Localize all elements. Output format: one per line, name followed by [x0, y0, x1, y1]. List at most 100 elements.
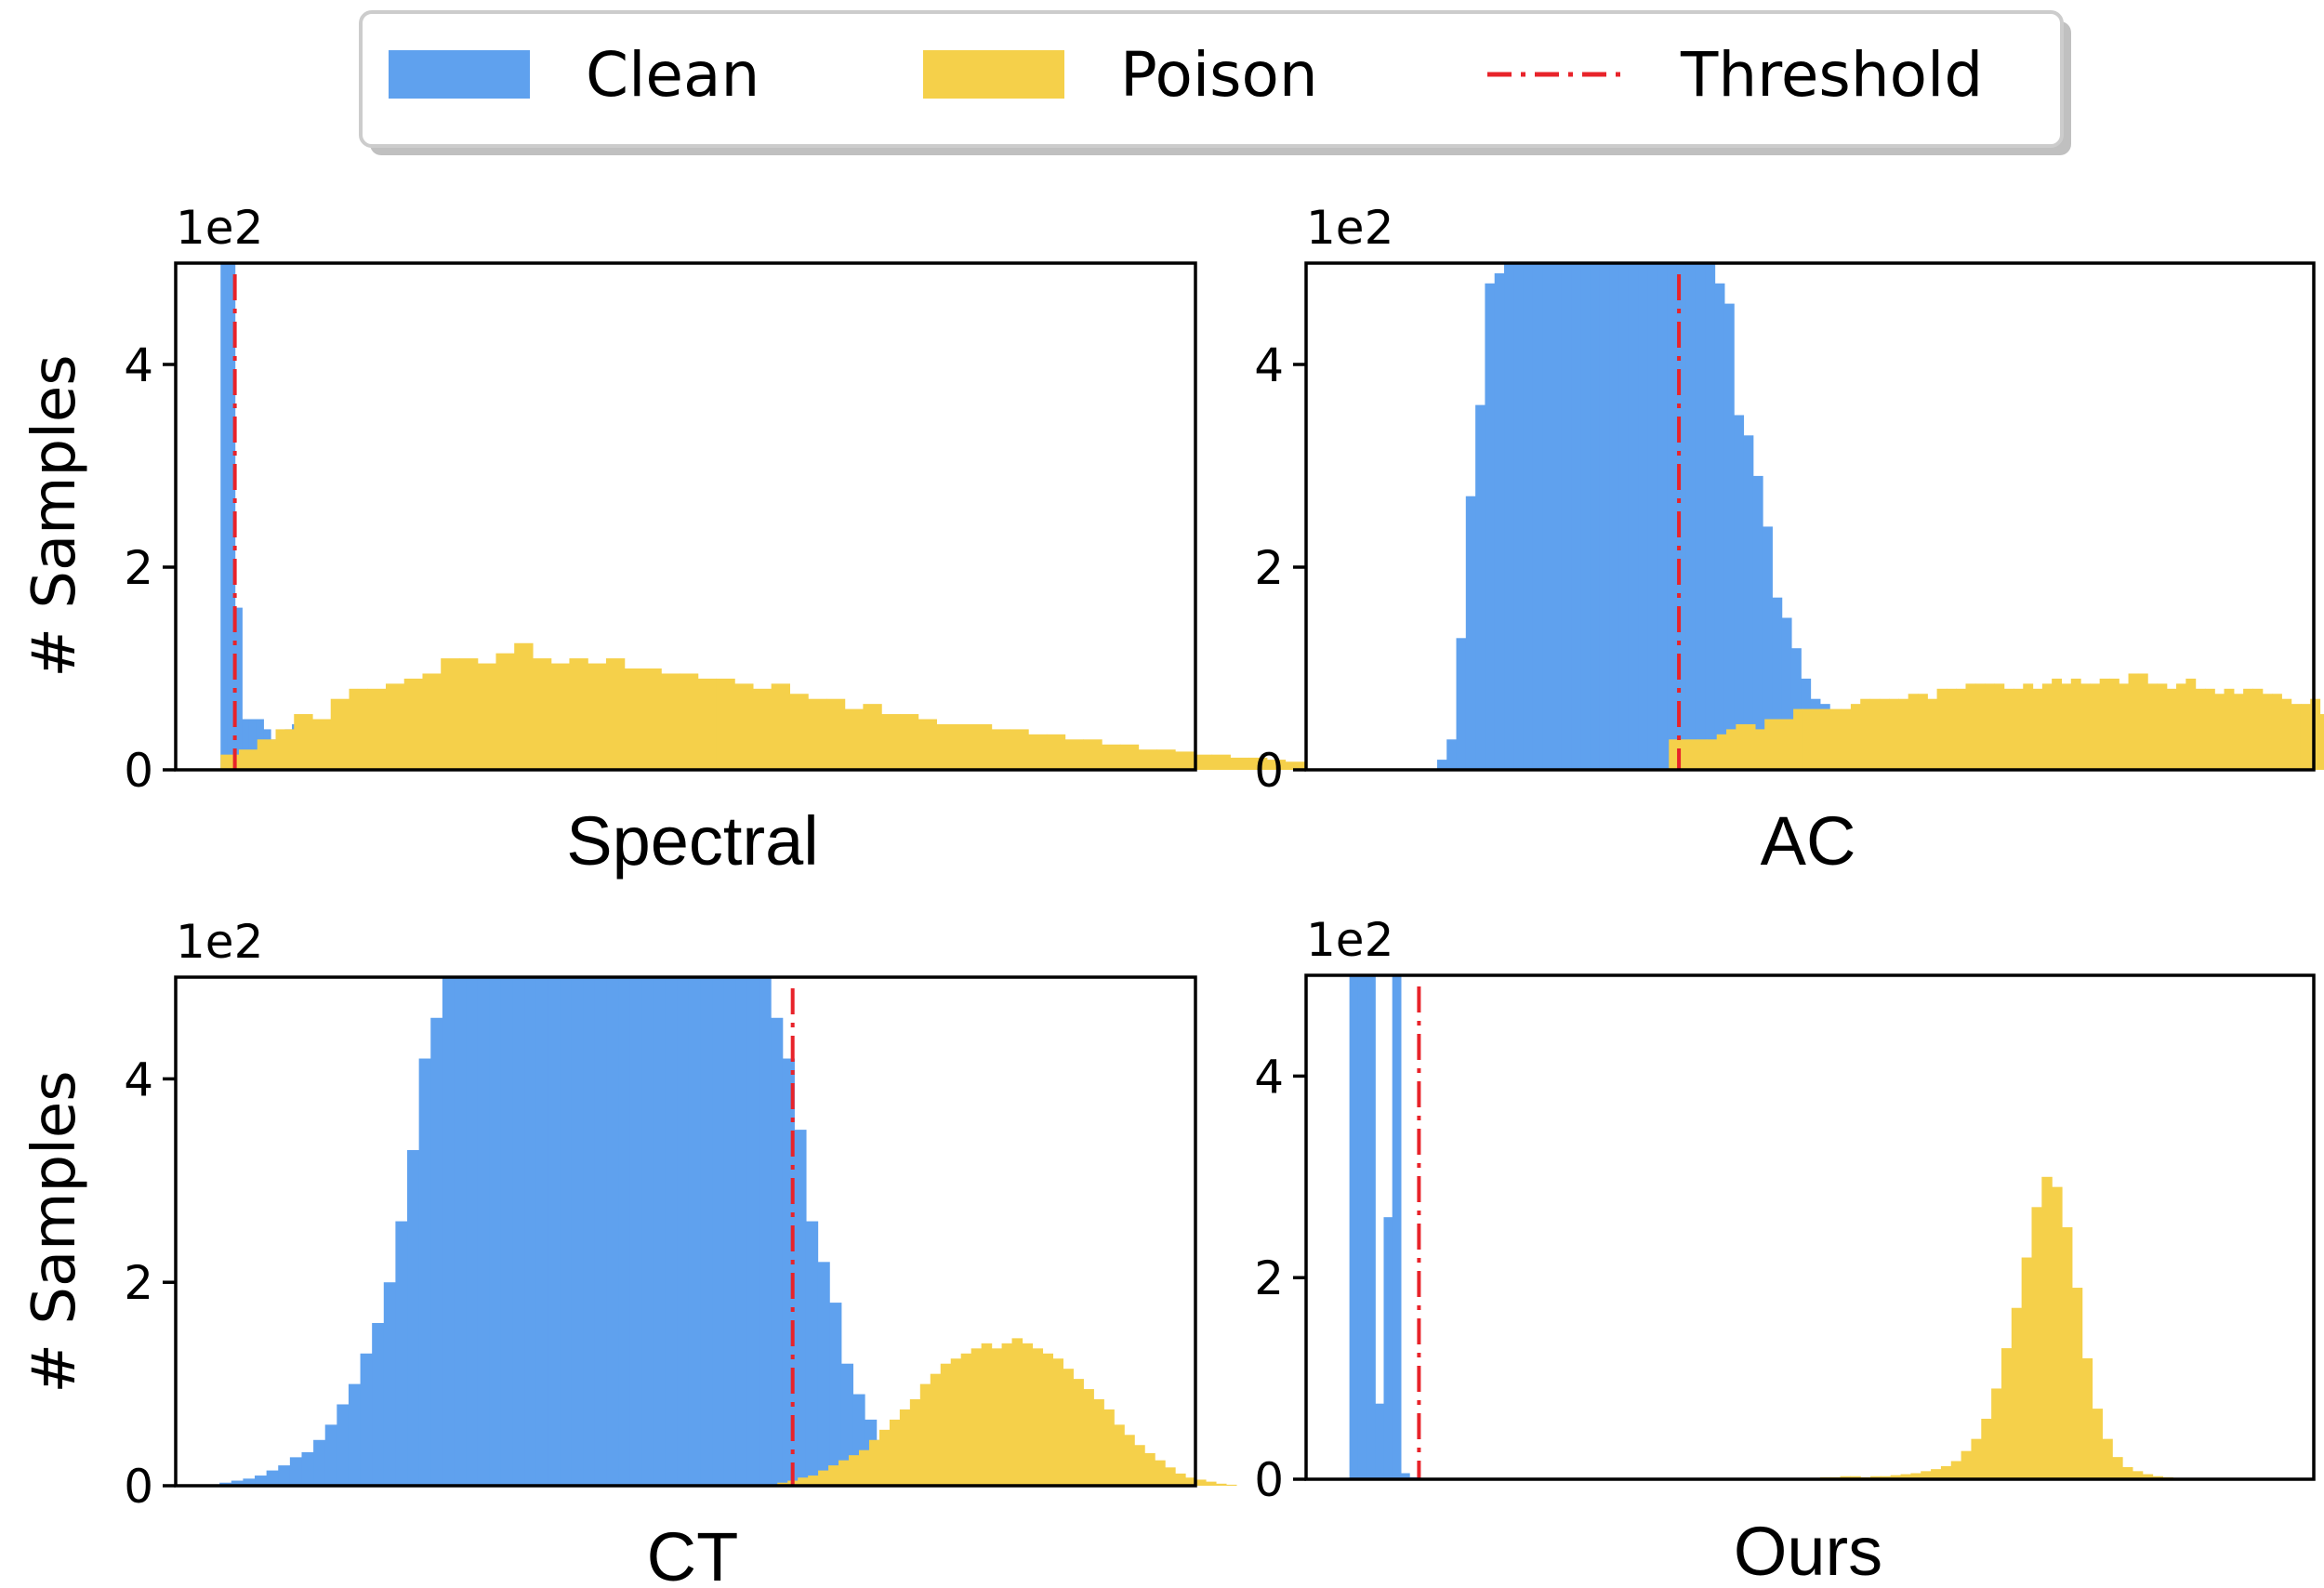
poison-bar — [889, 1419, 901, 1486]
clean-bar — [360, 1353, 373, 1486]
clean-bar — [677, 977, 690, 1486]
poison-bar — [1961, 1450, 1973, 1479]
poison-bar — [1974, 683, 1986, 770]
poison-bar — [2080, 683, 2091, 770]
poison-bar — [918, 719, 937, 770]
poison-bar — [818, 1470, 829, 1486]
poison-bar — [838, 1460, 850, 1486]
clean-bar — [248, 719, 257, 770]
x-axis-label: AC — [1761, 802, 1856, 880]
poison-bar — [1971, 1438, 1982, 1479]
poison-bar — [1022, 1343, 1034, 1486]
poison-bar — [2052, 678, 2063, 770]
poison-bar — [458, 658, 479, 770]
poison-bar — [2233, 694, 2244, 770]
clean-bar — [1752, 475, 1763, 770]
poison-bar — [1991, 1388, 2002, 1479]
poison-bar — [981, 1343, 993, 1486]
poison-bar — [1083, 1389, 1094, 1486]
bars-group — [1349, 975, 2194, 1479]
poison-bar — [936, 723, 956, 770]
poison-bar — [863, 704, 882, 770]
poison-bar — [1917, 694, 1928, 770]
clean-bar — [606, 977, 619, 1486]
poison-bar — [1155, 1460, 1166, 1486]
poison-bar — [798, 1477, 809, 1486]
bars-group — [219, 977, 1237, 1486]
poison-bar — [550, 663, 571, 770]
poison-bar — [2137, 673, 2148, 770]
clean-bar — [1705, 263, 1716, 770]
axes-frame — [174, 975, 1197, 1488]
poison-bar — [2112, 1457, 2123, 1479]
y-tick-label: 4 — [124, 338, 153, 392]
poison-bar — [1802, 708, 1814, 770]
poison-bar — [1812, 708, 1823, 770]
poison-bar — [808, 698, 827, 770]
poison-bar — [2061, 683, 2072, 770]
poison-bar — [1890, 1475, 1902, 1479]
clean-bar — [1375, 1403, 1385, 1479]
poison-bar — [1011, 1338, 1023, 1486]
poison-bar — [1185, 1477, 1196, 1486]
poison-bar — [1716, 734, 1727, 770]
clean-bar — [840, 1363, 854, 1486]
poison-bar — [1010, 729, 1029, 770]
axes-frame — [1304, 973, 2316, 1481]
clean-bar — [1723, 303, 1735, 770]
y-multiplier: 1e2 — [1306, 201, 1393, 255]
y-tick-label: 4 — [1254, 338, 1284, 392]
poison-bar — [849, 1455, 860, 1486]
clean-bar — [234, 607, 243, 770]
poison-bar — [1285, 761, 1304, 770]
poison-bar — [1950, 1461, 1962, 1479]
poison-bar — [858, 1449, 870, 1486]
clean-bar — [1523, 263, 1534, 770]
poison-bar — [1102, 744, 1121, 770]
clean-bar — [454, 977, 467, 1486]
poison-bar — [1869, 698, 1881, 770]
poison-bar — [2262, 694, 2273, 770]
poison-bar — [2099, 678, 2110, 770]
poison-bar — [679, 673, 699, 770]
panel-ours: 0 2 4 1e2 Ours — [1254, 913, 2316, 1588]
poison-bar — [1083, 739, 1103, 770]
poison-bar — [1211, 754, 1231, 770]
poison-bar — [1064, 739, 1084, 770]
poison-bar — [2272, 694, 2282, 770]
poison-bar — [642, 668, 662, 770]
poison-bar — [2185, 678, 2197, 770]
poison-bar — [1793, 708, 1804, 770]
clean-bar — [395, 1221, 408, 1486]
clean-bar — [1647, 263, 1658, 770]
poison-bar — [2122, 1466, 2133, 1479]
y-axis-label: # Samples — [20, 354, 89, 677]
legend-label-threshold: Threshold — [1680, 39, 1983, 111]
legend-swatch-poison — [923, 50, 1064, 99]
poison-bar — [919, 1383, 931, 1486]
clean-bar — [805, 1221, 819, 1486]
poison-bar — [2090, 683, 2101, 770]
clean-bar — [500, 977, 514, 1486]
clean-bar — [735, 977, 748, 1486]
clean-bar — [1580, 263, 1591, 770]
y-tick-label: 4 — [124, 1052, 153, 1106]
y-tick-label: 0 — [1254, 744, 1284, 798]
poison-bar — [1831, 708, 1842, 770]
poison-bar — [1707, 739, 1718, 770]
clean-bar — [1456, 638, 1467, 770]
poison-bar — [514, 642, 534, 770]
poison-bar — [960, 1353, 972, 1486]
poison-bar — [1028, 734, 1048, 770]
clean-bar — [665, 977, 678, 1486]
poison-bar — [1144, 1452, 1155, 1486]
clean-bar — [535, 977, 549, 1486]
clean-bar — [1383, 1217, 1393, 1479]
clean-bar — [301, 1451, 314, 1486]
poison-bar — [2003, 688, 2014, 770]
clean-bar — [1657, 263, 1668, 770]
clean-bar — [1392, 975, 1402, 1479]
poison-bar — [940, 1363, 952, 1486]
poison-bar — [385, 683, 405, 770]
clean-bar — [618, 977, 631, 1486]
